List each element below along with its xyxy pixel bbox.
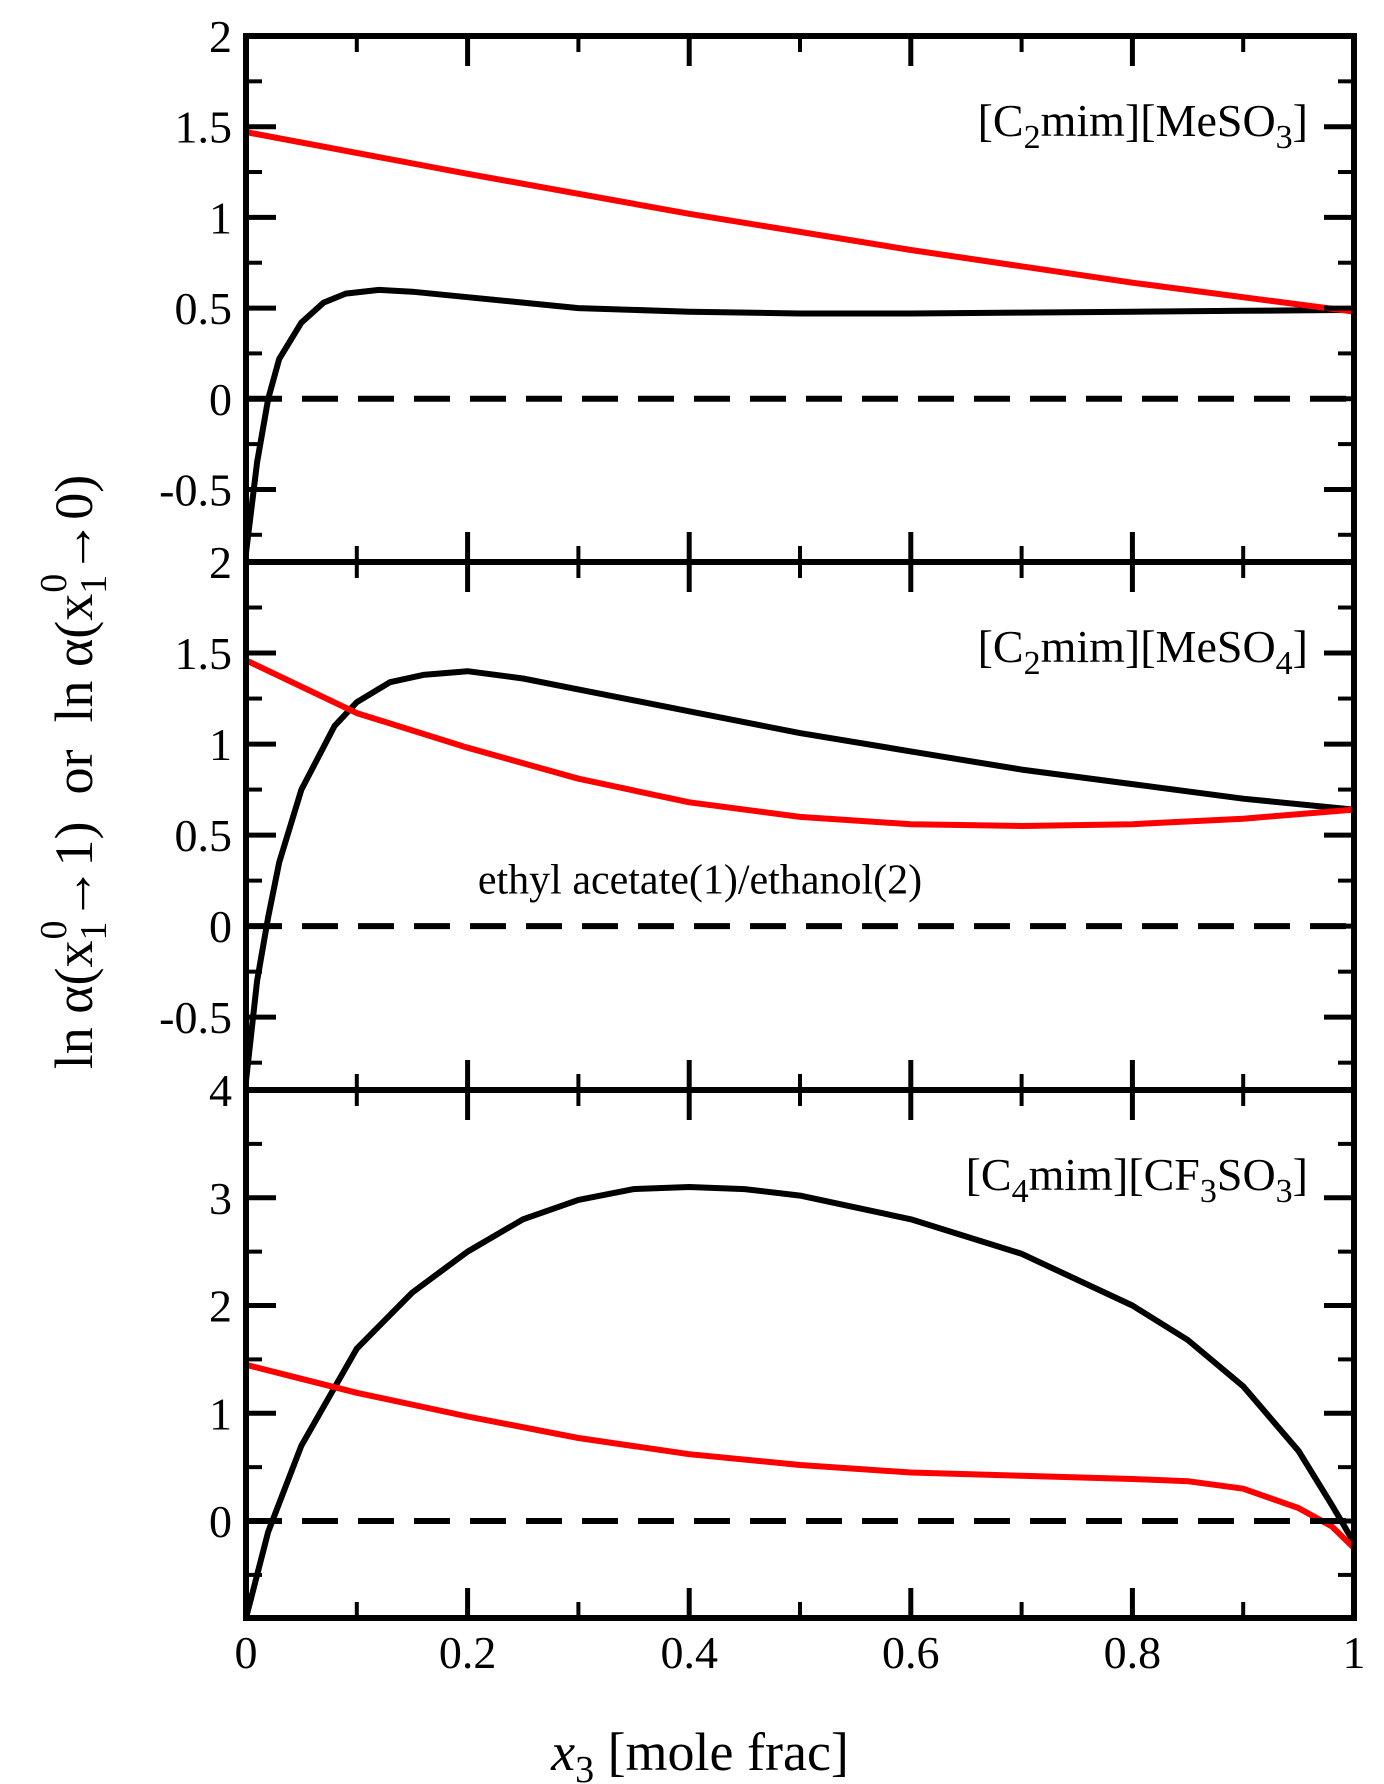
label-text: [C (978, 621, 1024, 672)
label-text: [C (966, 1149, 1012, 1200)
y-tick-label: 0 (209, 374, 232, 425)
y-axis-title: ln α(x10→1) or ln α(x10→0) (33, 475, 115, 1070)
x-tick-label: 0.8 (1104, 1627, 1162, 1678)
y-tick-label: 2 (209, 1281, 232, 1332)
x-tick-label: 0.4 (660, 1627, 718, 1678)
y-tick-label: 0 (209, 901, 232, 952)
y-tick-label: 1 (209, 192, 232, 243)
label-subscript: 4 (1012, 1173, 1029, 1210)
y-tick-label: -0.5 (159, 992, 232, 1043)
series-red-line (246, 129, 1354, 315)
label-text: mim][MeSO (1041, 621, 1276, 672)
y-tick-label: 2 (209, 537, 232, 588)
y-tick-label: 0.5 (175, 810, 233, 861)
y-tick-label: 0.5 (175, 283, 233, 334)
x-tick-label: 0.2 (439, 1627, 497, 1678)
label-subscript: 4 (1276, 645, 1293, 682)
label-subscript: 3 (1276, 1173, 1293, 1210)
y-tick-label: 3 (209, 1173, 232, 1224)
series-black-line (246, 668, 1354, 1082)
panel-2: 21.510.50-0.5[C2mim][MeSO4]ethyl acetate… (159, 537, 1357, 1093)
series-black-line (246, 1184, 1354, 1618)
label-subscript: 3 (1200, 1173, 1217, 1210)
panel-label: [C2mim][MeSO4] (978, 621, 1308, 682)
series-black-line (246, 286, 1354, 554)
panel-label: [C2mim][MeSO3] (978, 95, 1308, 156)
annotation-text: ethyl acetate(1)/ethanol(2) (478, 857, 922, 903)
series-red-line (246, 657, 1354, 829)
label-text: mim][MeSO (1041, 95, 1276, 146)
x-tick-label: 0 (235, 1627, 258, 1678)
label-subscript: 3 (1276, 119, 1293, 156)
label-text: SO (1217, 1149, 1276, 1200)
y-tick-label: 1.5 (175, 628, 233, 679)
y-tick-label: -0.5 (159, 464, 232, 515)
label-text: [C (978, 95, 1024, 146)
x-tick-label: 0.6 (882, 1627, 940, 1678)
label-subscript: 2 (1024, 645, 1041, 682)
x-axis-title: x3 [mole frac] (550, 1722, 849, 1784)
series-red-line (246, 1361, 1354, 1551)
y-tick-label: 2 (209, 11, 232, 62)
y-tick-label: 1.5 (175, 102, 233, 153)
panel-1: 21.510.50-0.5[C2mim][MeSO3] (159, 11, 1357, 565)
plot-root: 21.510.50-0.5[C2mim][MeSO3]21.510.50-0.5… (159, 11, 1365, 1678)
label-text: ] (1293, 621, 1308, 672)
y-tick-label: 0 (209, 1496, 232, 1547)
panel-label: [C4mim][CF3SO3] (966, 1149, 1308, 1210)
label-text: ] (1293, 1149, 1308, 1200)
label-subscript: 2 (1024, 119, 1041, 156)
y-tick-label: 1 (209, 1388, 232, 1439)
y-tick-label: 1 (209, 719, 232, 770)
x-tick-label: 1 (1343, 1627, 1366, 1678)
label-text: mim][CF (1029, 1149, 1200, 1200)
label-text: ] (1293, 95, 1308, 146)
y-tick-label: 4 (209, 1065, 232, 1116)
